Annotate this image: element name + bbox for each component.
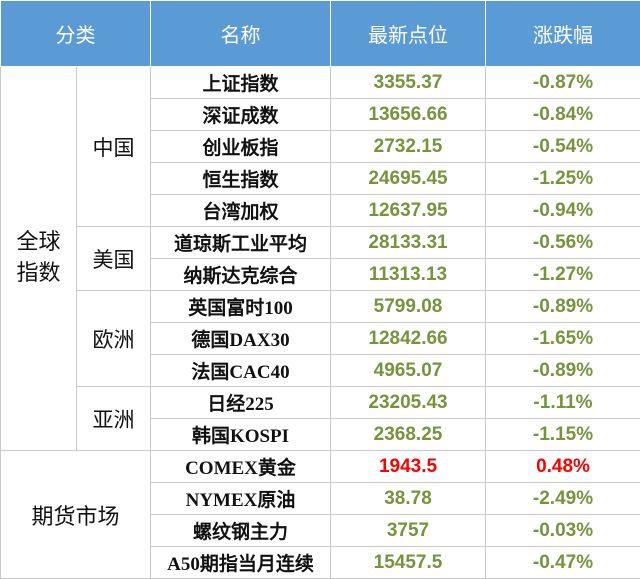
value-cell: 12842.66 (331, 323, 486, 355)
name-cell: 道琼斯工业平均 (151, 227, 331, 259)
name-cell: 深证成数 (151, 99, 331, 131)
region-cell: 欧洲 (77, 291, 151, 387)
change-cell: -1.27% (486, 259, 640, 291)
value-cell: 5799.08 (331, 291, 486, 323)
name-cell: 螺纹钢主力 (151, 515, 331, 547)
value-cell: 28133.31 (331, 227, 486, 259)
value-cell: 3355.37 (331, 67, 486, 99)
header-cell: 最新点位 (331, 1, 486, 67)
change-cell: -0.84% (486, 99, 640, 131)
change-cell: -0.87% (486, 67, 640, 99)
name-cell: 纳斯达克综合 (151, 259, 331, 291)
value-cell: 24695.45 (331, 163, 486, 195)
change-cell: 0.48% (486, 451, 640, 483)
change-cell: -1.65% (486, 323, 640, 355)
region-cell: 美国 (77, 227, 151, 291)
value-cell: 2368.25 (331, 419, 486, 451)
value-cell: 2732.15 (331, 131, 486, 163)
group-cell: 全球指数 (1, 67, 77, 451)
change-cell: -0.89% (486, 291, 640, 323)
change-cell: -2.49% (486, 483, 640, 515)
value-cell: 3757 (331, 515, 486, 547)
change-cell: -0.56% (486, 227, 640, 259)
change-cell: -0.03% (486, 515, 640, 547)
change-cell: -0.94% (486, 195, 640, 227)
change-cell: -0.89% (486, 355, 640, 387)
name-cell: A50期指当月连续 (151, 547, 331, 579)
value-cell: 1943.5 (331, 451, 486, 483)
change-cell: -1.25% (486, 163, 640, 195)
header-cell: 分类 (1, 1, 151, 67)
name-cell: 日经225 (151, 387, 331, 419)
group-cell: 期货市场 (1, 451, 151, 579)
value-cell: 23205.43 (331, 387, 486, 419)
name-cell: 韩国KOSPI (151, 419, 331, 451)
value-cell: 15457.5 (331, 547, 486, 579)
value-cell: 4965.07 (331, 355, 486, 387)
value-cell: 38.78 (331, 483, 486, 515)
name-cell: 上证指数 (151, 67, 331, 99)
header-cell: 名称 (151, 1, 331, 67)
name-cell: NYMEX原油 (151, 483, 331, 515)
name-cell: 台湾加权 (151, 195, 331, 227)
change-cell: -1.11% (486, 387, 640, 419)
value-cell: 12637.95 (331, 195, 486, 227)
name-cell: COMEX黄金 (151, 451, 331, 483)
name-cell: 法国CAC40 (151, 355, 331, 387)
header-cell: 涨跌幅 (486, 1, 640, 67)
value-cell: 13656.66 (331, 99, 486, 131)
group-label: 全球指数 (15, 228, 61, 290)
value-cell: 11313.13 (331, 259, 486, 291)
name-cell: 创业板指 (151, 131, 331, 163)
region-cell: 中国 (77, 67, 151, 227)
region-cell: 亚洲 (77, 387, 151, 451)
change-cell: -0.54% (486, 131, 640, 163)
name-cell: 德国DAX30 (151, 323, 331, 355)
name-cell: 恒生指数 (151, 163, 331, 195)
name-cell: 英国富时100 (151, 291, 331, 323)
change-cell: -1.15% (486, 419, 640, 451)
change-cell: -0.47% (486, 547, 640, 579)
table-header: 分类 名称 最新点位 涨跌幅 (1, 1, 640, 67)
